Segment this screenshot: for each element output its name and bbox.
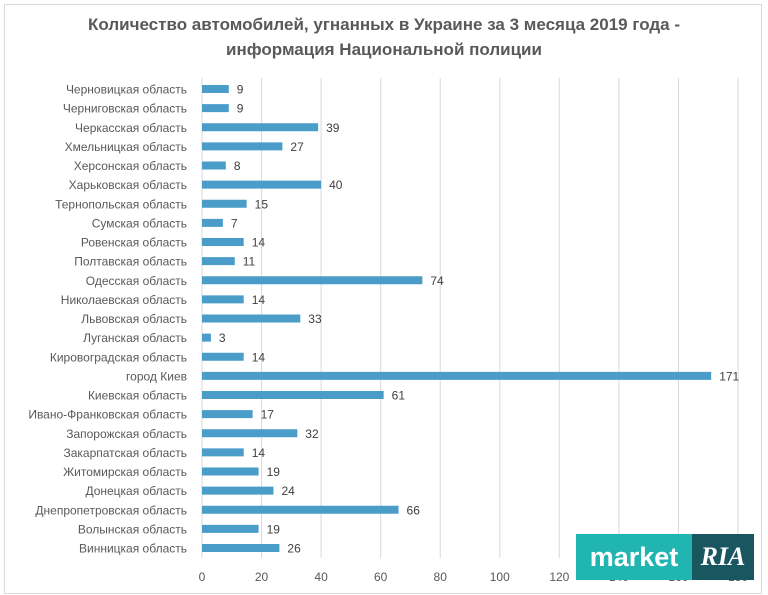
data-label: 17 bbox=[261, 408, 275, 422]
logo-market-text: market bbox=[576, 534, 692, 580]
bar bbox=[202, 333, 211, 342]
bar bbox=[202, 524, 259, 533]
category-label: Волынская область bbox=[78, 522, 187, 536]
data-label: 15 bbox=[255, 197, 269, 211]
data-label: 11 bbox=[243, 255, 256, 269]
category-label: Николаевская область bbox=[61, 293, 187, 307]
category-label: Запорожская область bbox=[66, 427, 187, 441]
category-label: город Киев bbox=[126, 369, 187, 383]
category-label: Луганская область bbox=[83, 331, 187, 345]
data-label: 32 bbox=[305, 427, 319, 441]
category-label: Ивано-Франковская область bbox=[28, 408, 187, 422]
bar bbox=[202, 199, 247, 208]
x-tick-label: 120 bbox=[549, 570, 569, 584]
bar bbox=[202, 467, 259, 476]
bar bbox=[202, 142, 283, 151]
bar bbox=[202, 486, 274, 495]
data-label: 7 bbox=[231, 216, 238, 230]
bar bbox=[202, 238, 244, 246]
bar bbox=[202, 544, 280, 552]
data-label: 171 bbox=[719, 369, 739, 383]
chart-title: Количество автомобилей, угнанных в Украи… bbox=[0, 12, 768, 62]
data-label: 9 bbox=[237, 83, 244, 97]
bar bbox=[202, 429, 298, 438]
category-label: Черниговская область bbox=[63, 102, 187, 116]
data-label: 14 bbox=[252, 293, 266, 307]
data-labels: 9939278401571411741433314171611732141924… bbox=[219, 83, 740, 556]
category-label: Харьковская область bbox=[69, 178, 187, 192]
x-tick-label: 100 bbox=[490, 570, 510, 584]
data-label: 8 bbox=[234, 159, 241, 173]
category-label: Киевская область bbox=[88, 389, 187, 403]
bar bbox=[202, 505, 399, 514]
category-label: Хмельницкая область bbox=[65, 140, 187, 154]
bar bbox=[202, 104, 229, 113]
bars bbox=[202, 85, 712, 552]
x-tick-label: 20 bbox=[255, 570, 269, 584]
data-label: 9 bbox=[237, 102, 244, 116]
logo-ria-text: RIA bbox=[700, 542, 746, 571]
data-label: 14 bbox=[252, 446, 266, 460]
chart-title-line-2: информация Национальной полиции bbox=[226, 40, 542, 59]
bar bbox=[202, 218, 223, 227]
bar bbox=[202, 257, 235, 266]
x-tick-label: 60 bbox=[374, 570, 388, 584]
bar bbox=[202, 448, 244, 457]
chart-frame bbox=[4, 4, 762, 594]
bar bbox=[202, 314, 301, 323]
data-label: 24 bbox=[281, 484, 295, 498]
chart-title-line-1: Количество автомобилей, угнанных в Украи… bbox=[88, 15, 680, 34]
x-tick-label: 80 bbox=[434, 570, 448, 584]
category-label: Донецкая область bbox=[85, 484, 187, 498]
category-label: Винницкая область bbox=[79, 542, 187, 556]
bar bbox=[202, 276, 423, 285]
category-label: Сумская область bbox=[92, 216, 187, 230]
category-label: Черкасская область bbox=[75, 121, 187, 135]
data-label: 39 bbox=[326, 121, 340, 135]
category-label: Кировоградская область bbox=[50, 350, 187, 364]
bar bbox=[202, 295, 244, 304]
category-label: Житомирская область bbox=[63, 465, 187, 479]
x-tick-label: 0 bbox=[199, 570, 206, 584]
data-label: 40 bbox=[329, 178, 343, 192]
bar bbox=[202, 180, 322, 189]
category-label: Львовская область bbox=[81, 312, 187, 326]
data-label: 27 bbox=[290, 140, 304, 154]
bar bbox=[202, 85, 229, 93]
data-label: 26 bbox=[287, 542, 301, 556]
data-label: 19 bbox=[267, 465, 281, 479]
data-label: 33 bbox=[308, 312, 322, 326]
data-label: 14 bbox=[252, 236, 266, 250]
bar bbox=[202, 161, 226, 170]
category-label: Херсонская область bbox=[74, 159, 187, 173]
data-label: 61 bbox=[392, 389, 406, 403]
bar bbox=[202, 352, 244, 361]
data-label: 14 bbox=[252, 350, 266, 364]
category-label: Ровенская область bbox=[81, 236, 187, 250]
data-label: 19 bbox=[267, 522, 281, 536]
bar bbox=[202, 410, 253, 419]
bar bbox=[202, 123, 319, 132]
category-label: Закарпатская область bbox=[63, 446, 187, 460]
category-label: Полтавская область bbox=[74, 255, 187, 269]
marketria-logo: market RIA bbox=[576, 534, 754, 580]
data-label: 74 bbox=[430, 274, 444, 288]
x-tick-label: 40 bbox=[314, 570, 328, 584]
category-label: Одесская область bbox=[86, 274, 187, 288]
category-label: Тернопольская область bbox=[55, 197, 187, 211]
bar bbox=[202, 391, 384, 399]
category-labels: Черновицкая область Черниговская область Ч… bbox=[28, 83, 187, 556]
bar bbox=[202, 371, 712, 380]
data-label: 66 bbox=[407, 503, 421, 517]
category-label: Черновицкая область bbox=[66, 83, 187, 97]
logo-ria-block: RIA bbox=[692, 534, 754, 580]
category-label: Днепропетровская область bbox=[35, 503, 187, 517]
data-label: 3 bbox=[219, 331, 226, 345]
